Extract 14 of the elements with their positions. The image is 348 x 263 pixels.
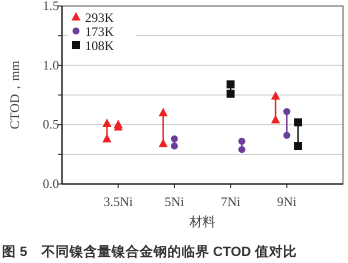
x-tick-label: 3.5Ni <box>104 194 134 209</box>
x-tick-label: 9Ni <box>277 194 297 209</box>
x-axis-title: 材料 <box>188 214 216 229</box>
x-tick-label: 5Ni <box>164 194 185 209</box>
legend-label: 108K <box>85 38 114 53</box>
legend-label: 173K <box>85 24 114 39</box>
x-tick-label: 7Ni <box>220 194 241 209</box>
y-tick-label: 1.0 <box>42 57 59 72</box>
y-tick-label: 0.5 <box>42 116 59 132</box>
y-axis-title: CTOD，mm <box>7 60 22 130</box>
text: 图 5 不同镍含量镍合金钢的临界 CTOD 值对比 <box>2 244 297 259</box>
legend-label: 293K <box>85 10 114 25</box>
y-tick-label: 0.0 <box>42 176 59 191</box>
y-tick-label: 1.5 <box>42 0 59 13</box>
